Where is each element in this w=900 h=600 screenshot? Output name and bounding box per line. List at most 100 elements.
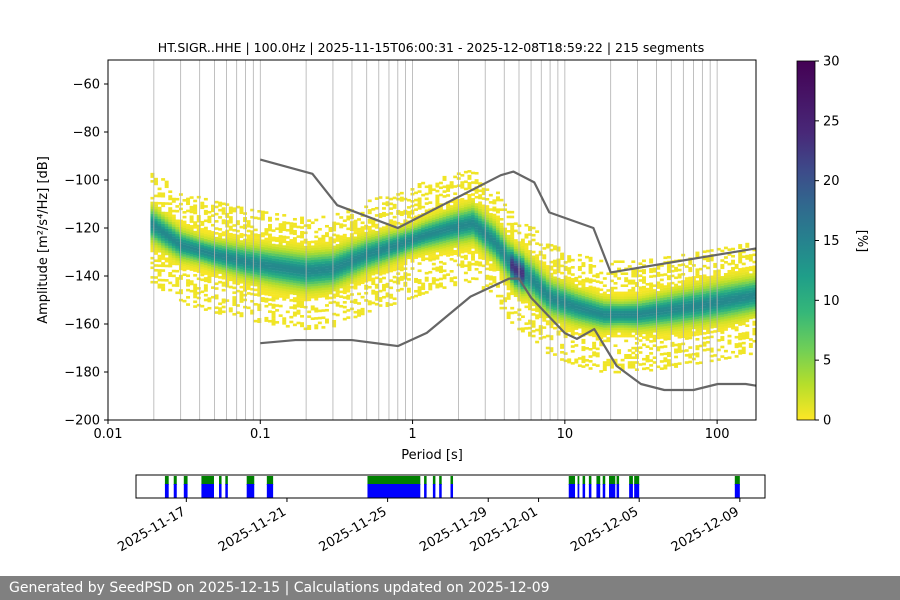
density-cell (716, 295, 721, 299)
density-cell (453, 206, 458, 210)
density-cell (232, 276, 237, 280)
density-cell (481, 286, 486, 289)
density-cell (353, 279, 358, 283)
density-cell (157, 247, 162, 251)
density-cell (492, 252, 497, 255)
density-cell (154, 180, 158, 183)
density-cell (474, 205, 479, 209)
density-cell (549, 347, 554, 350)
density-cell (289, 255, 294, 259)
density-cell (666, 318, 671, 321)
density-cell (271, 294, 276, 297)
density-cell (624, 313, 629, 316)
density-cell (503, 239, 508, 243)
density-cell (438, 222, 443, 226)
density-cell (702, 250, 707, 254)
density-cell (421, 181, 426, 185)
density-cell (677, 316, 682, 320)
density-cell (734, 326, 739, 329)
density-cell (449, 279, 454, 283)
density-cell (492, 206, 497, 210)
density-cell (688, 353, 693, 357)
density-cell (720, 276, 725, 279)
density-cell (250, 263, 255, 267)
density-cell (535, 297, 540, 301)
density-cell (289, 229, 294, 233)
density-cell (339, 259, 344, 262)
density-cell (364, 291, 369, 295)
density-cell (731, 350, 736, 354)
density-cell (481, 240, 486, 244)
density-cell (381, 245, 386, 249)
density-cell (389, 303, 394, 306)
density-cell (268, 226, 272, 229)
density-cell (417, 202, 422, 205)
density-cell (360, 228, 365, 232)
density-cell (435, 228, 440, 231)
density-cell (438, 186, 443, 190)
density-cell (438, 208, 443, 211)
density-cell (285, 257, 290, 261)
density-cell (243, 269, 248, 273)
density-cell (157, 218, 162, 222)
density-cell (442, 190, 447, 193)
density-cell (606, 289, 611, 292)
density-cell (150, 256, 155, 260)
density-cell (535, 307, 540, 310)
density-cell (549, 287, 554, 290)
density-cell (617, 334, 622, 338)
density-cell (296, 297, 301, 301)
density-cell (396, 193, 401, 196)
density-cell (570, 362, 575, 365)
density-cell (649, 335, 654, 338)
density-cell (574, 276, 579, 280)
density-cell (189, 210, 194, 214)
density-cell (592, 312, 597, 316)
density-cell (328, 265, 333, 269)
density-cell (481, 218, 486, 222)
density-cell (723, 246, 728, 250)
density-cell (278, 285, 283, 289)
density-cell (460, 212, 465, 216)
density-cell (150, 240, 155, 243)
density-cell (438, 212, 443, 216)
density-cell (332, 252, 337, 256)
density-cell (157, 223, 162, 227)
density-cell (631, 363, 636, 367)
density-cell (574, 298, 579, 302)
density-cell (488, 268, 493, 271)
density-cell (471, 200, 475, 204)
density-cell (485, 224, 490, 227)
density-cell (499, 251, 504, 255)
density-cell (560, 322, 565, 325)
density-cell (670, 329, 675, 333)
density-cell (595, 275, 600, 279)
density-cell (699, 301, 703, 305)
density-cell (542, 266, 547, 269)
density-cell (481, 250, 486, 253)
density-cell (232, 286, 237, 290)
density-cell (595, 316, 600, 319)
density-cell (588, 316, 593, 320)
density-cell (431, 233, 436, 237)
density-cell (684, 349, 689, 352)
density-cell (328, 291, 333, 295)
density-cell (150, 276, 155, 279)
density-cell (552, 307, 557, 311)
density-cell (634, 294, 639, 297)
density-cell (581, 331, 586, 335)
density-cell (218, 271, 223, 274)
density-cell (250, 311, 255, 315)
density-cell (652, 356, 657, 359)
density-cell (300, 233, 305, 236)
density-cell (602, 361, 607, 364)
density-cell (727, 325, 732, 328)
density-cell (243, 279, 248, 283)
density-cell (182, 254, 187, 257)
density-cell (296, 290, 301, 294)
density-cell (581, 326, 586, 330)
density-cell (424, 233, 429, 237)
density-cell (371, 282, 376, 286)
density-cell (545, 289, 550, 292)
density-cell (260, 232, 265, 235)
